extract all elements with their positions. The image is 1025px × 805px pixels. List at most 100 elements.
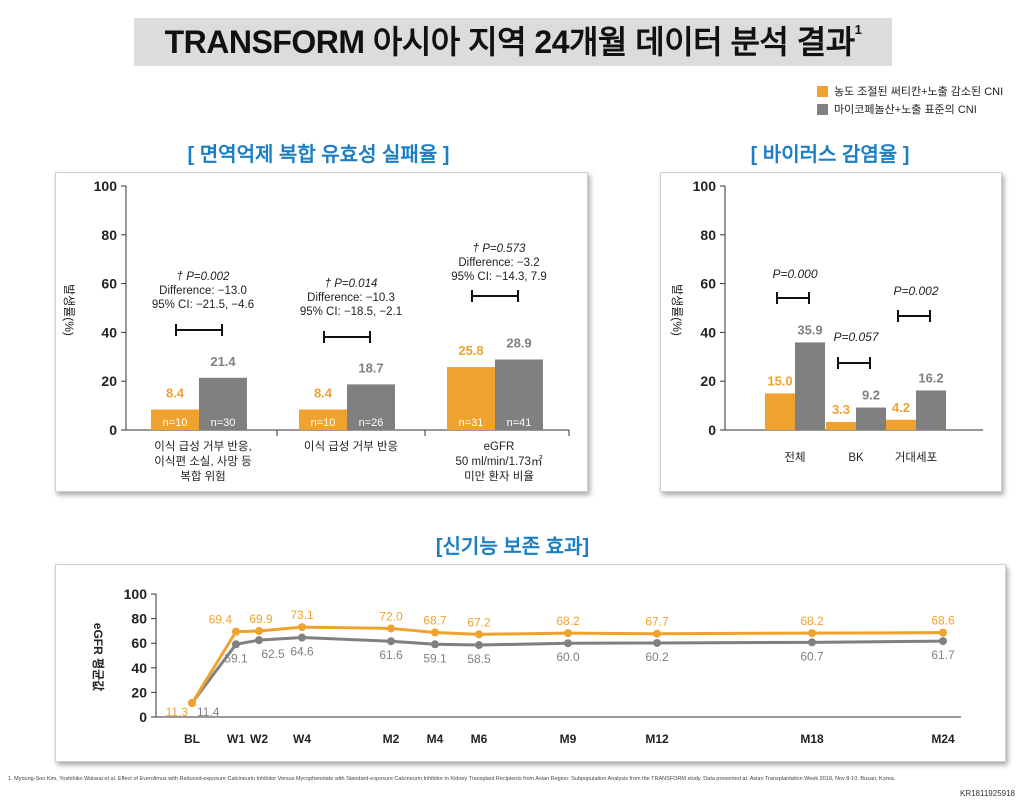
bar-series-2 bbox=[495, 359, 543, 430]
data-label: 61.7 bbox=[931, 648, 955, 662]
egfr-chart-panel: 0 20 40 60 80 100 eGFR 평균값 BL W1 W2 W4 M2 M4 M6 M9 M12 M… bbox=[55, 564, 1006, 762]
data-label: 59.1 bbox=[224, 651, 248, 665]
annotation-text: † P=0.002 bbox=[177, 271, 230, 283]
data-label: 25.8 bbox=[458, 343, 483, 358]
data-label: 72.0 bbox=[379, 609, 403, 623]
bar-series-1 bbox=[826, 421, 856, 430]
y-tick-label: 20 bbox=[131, 684, 147, 700]
n-label: n=26 bbox=[359, 417, 384, 429]
annotation-text: Difference: −10.3 bbox=[307, 292, 395, 304]
x-tick-label: 미만 환자 비율 bbox=[464, 470, 534, 483]
efficacy-bar-chart: 0 20 40 60 80 100 발생률(%) 8.4 21.4 n=10 n=30 이식 급성 거… bbox=[62, 178, 570, 483]
data-point bbox=[232, 640, 240, 649]
y-tick-label: 80 bbox=[700, 227, 716, 243]
data-label: 64.6 bbox=[290, 645, 314, 659]
data-point bbox=[653, 629, 661, 638]
data-label: 68.7 bbox=[423, 613, 447, 627]
document-code: KR1811925918 bbox=[959, 789, 1015, 798]
data-label: 68.2 bbox=[556, 614, 580, 628]
section-title-renal: [신기능 보존 효과] bbox=[435, 536, 590, 558]
data-point bbox=[939, 637, 947, 646]
legend-swatch-orange bbox=[817, 85, 828, 97]
p-value-label: P=0.000 bbox=[772, 267, 817, 281]
data-point bbox=[939, 628, 947, 637]
p-value-label: P=0.057 bbox=[833, 330, 879, 344]
y-tick-label: 100 bbox=[693, 178, 717, 194]
bar-series-2 bbox=[199, 377, 247, 430]
y-axis-label: 발생률(%) bbox=[670, 284, 684, 336]
data-label: 18.7 bbox=[358, 360, 383, 375]
y-tick-label: 20 bbox=[700, 373, 716, 389]
data-point bbox=[564, 629, 572, 638]
y-tick-label: 100 bbox=[124, 586, 148, 602]
data-label: 28.9 bbox=[506, 335, 531, 350]
data-label: 73.1 bbox=[290, 608, 314, 622]
x-tick-label: eGFR bbox=[484, 441, 515, 453]
data-point bbox=[475, 630, 483, 639]
x-tick-label: BK bbox=[848, 452, 864, 464]
data-label: 11.4 bbox=[197, 705, 220, 719]
bar-series-1 bbox=[765, 393, 795, 430]
data-label: 69.4 bbox=[209, 613, 233, 627]
data-label: 15.0 bbox=[767, 373, 792, 388]
legend-label: 마이코페놀산+노출 표준의 CNI bbox=[834, 104, 977, 116]
data-label: 58.5 bbox=[467, 652, 491, 666]
y-tick-label: 60 bbox=[101, 276, 117, 292]
efficacy-chart-panel: 0 20 40 60 80 100 발생률(%) 8.4 21.4 n=10 n=30 이식 급성 거… bbox=[55, 172, 588, 492]
data-point bbox=[475, 641, 483, 650]
data-label: 9.2 bbox=[862, 388, 880, 403]
data-label: 3.3 bbox=[832, 402, 850, 417]
virus-chart-panel: 0 20 40 60 80 100 발생률(%) 15.0 35.9 전체 P=0.000 3.3 9.… bbox=[660, 172, 1002, 492]
data-label: 60.7 bbox=[800, 649, 824, 663]
data-label: 68.6 bbox=[931, 614, 955, 628]
y-tick-label: 80 bbox=[131, 611, 147, 627]
bar-series-1 bbox=[299, 409, 347, 430]
data-label: 4.2 bbox=[892, 400, 910, 415]
bar-series-1 bbox=[151, 409, 199, 430]
bar-series-2 bbox=[856, 407, 886, 430]
data-label: 67.7 bbox=[645, 615, 669, 629]
n-label: n=31 bbox=[459, 417, 484, 429]
n-label: n=10 bbox=[163, 417, 188, 429]
title-footnote-marker: 1 bbox=[854, 22, 862, 37]
data-label: 59.1 bbox=[423, 651, 447, 665]
legend-item-everolimus: 농도 조절된 써티칸+노출 감소된 CNI bbox=[817, 83, 1003, 99]
bar-series-2 bbox=[347, 384, 395, 430]
data-point bbox=[232, 627, 240, 636]
data-label: 61.6 bbox=[379, 648, 403, 662]
data-point bbox=[255, 636, 263, 645]
virus-bar-chart: 0 20 40 60 80 100 발생률(%) 15.0 35.9 전체 P=0.000 3.3 9.… bbox=[670, 178, 983, 464]
y-axis-label: 발생률(%) bbox=[62, 284, 76, 336]
bar-series-2 bbox=[795, 342, 825, 430]
annotation-text: Difference: −13.0 bbox=[159, 285, 247, 297]
bar-series-1 bbox=[447, 367, 495, 430]
annotation-text: 95% CI: −14.3, 7.9 bbox=[451, 271, 547, 283]
x-tick-label: M4 bbox=[427, 732, 444, 746]
data-point bbox=[387, 624, 395, 633]
legend-swatch-gray bbox=[817, 103, 828, 115]
y-tick-label: 40 bbox=[700, 324, 716, 340]
data-label: 67.2 bbox=[467, 615, 491, 629]
bar-series-1 bbox=[886, 419, 916, 430]
y-tick-label: 40 bbox=[101, 324, 117, 340]
x-tick-label: 이식 급성 거부 반응 bbox=[304, 440, 398, 453]
egfr-line-chart: 0 20 40 60 80 100 eGFR 평균값 BL W1 W2 W4 M2 M4 M6 M9 M12 M… bbox=[91, 586, 961, 746]
data-point bbox=[808, 638, 816, 647]
annotation-text: 95% CI: −21.5, −4.6 bbox=[152, 299, 254, 311]
data-point bbox=[431, 628, 439, 637]
y-tick-label: 40 bbox=[131, 660, 147, 676]
p-value-label: P=0.002 bbox=[893, 284, 938, 298]
bar-series-2 bbox=[916, 390, 946, 430]
data-point bbox=[255, 627, 263, 636]
x-tick-label: M18 bbox=[800, 732, 824, 746]
data-label: 68.2 bbox=[800, 614, 824, 628]
y-tick-label: 0 bbox=[139, 709, 147, 725]
data-label: 62.5 bbox=[261, 647, 285, 661]
data-label: 16.2 bbox=[918, 370, 943, 385]
x-tick-label: 전체 bbox=[784, 451, 805, 464]
x-tick-label: M12 bbox=[645, 732, 669, 746]
n-label: n=10 bbox=[311, 417, 336, 429]
y-axis-label: eGFR 평균값 bbox=[91, 623, 105, 691]
data-point bbox=[808, 629, 816, 638]
section-title-efficacy: [ 면역억제 복합 유효성 실패율 ] bbox=[187, 144, 450, 166]
